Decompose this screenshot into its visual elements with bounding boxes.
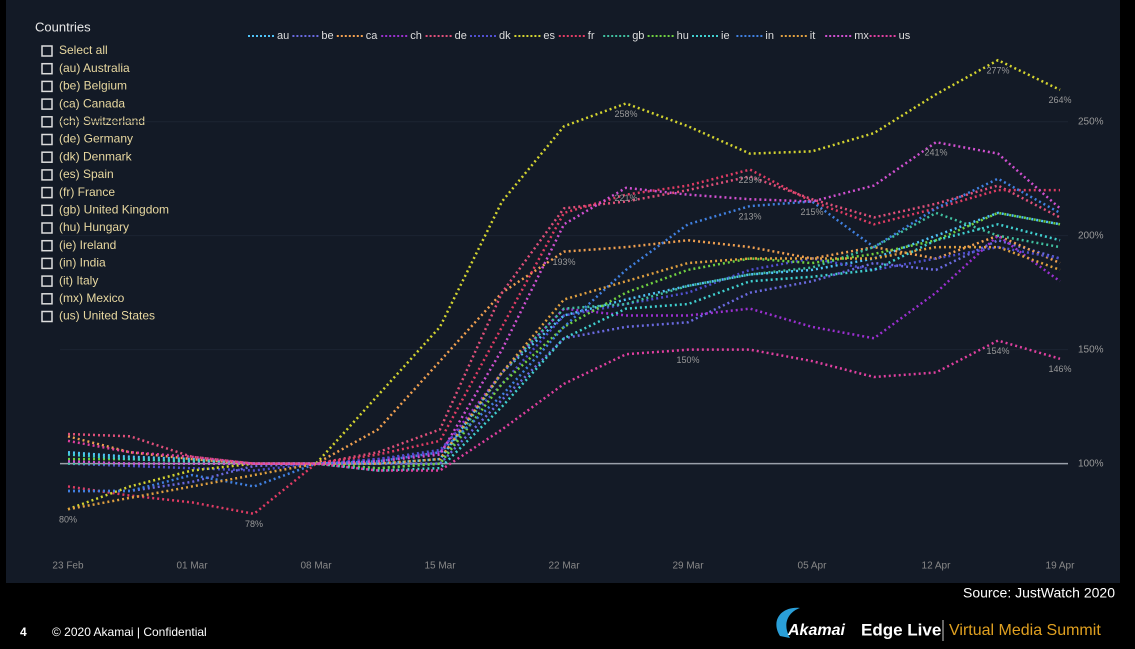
brand: Akamai (787, 622, 845, 639)
value-label: 213% (738, 211, 761, 221)
x-tick-label: 08 Mar (300, 561, 332, 572)
y-tick-label: 200% (1078, 230, 1104, 241)
logo-swoosh (776, 607, 800, 638)
series-line (68, 238, 1061, 493)
y-tick-label: 250% (1078, 116, 1104, 127)
checkbox[interactable] (41, 45, 53, 57)
checkbox[interactable] (41, 239, 53, 252)
legend-label: ch (410, 30, 422, 42)
legend-label: it (810, 30, 816, 42)
legend-label: de (455, 30, 467, 42)
series-line (67, 245, 1061, 511)
checkbox[interactable] (41, 222, 53, 234)
legend-label: au (277, 30, 289, 42)
country-option: (es) Spain (59, 167, 114, 181)
x-tick-label: 29 Mar (672, 561, 704, 572)
country-option: (us) United States (59, 309, 155, 323)
country-option: Select all (59, 43, 108, 57)
checkbox[interactable] (41, 169, 53, 181)
series-line (67, 175, 1061, 465)
value-label: 258% (614, 109, 637, 119)
legend-label: be (321, 30, 333, 42)
country-option: (be) Belgium (59, 79, 127, 93)
event: Edge Live (861, 620, 941, 639)
x-tick-label: 23 Feb (52, 561, 84, 572)
checkbox[interactable] (41, 204, 53, 217)
value-label: 146% (1048, 364, 1071, 374)
panel-title: Countries (35, 19, 91, 34)
checkbox[interactable] (41, 133, 53, 146)
series-line (68, 177, 1061, 493)
legend-label: in (765, 30, 774, 42)
source: Source: JustWatch 2020 (963, 585, 1115, 601)
y-tick-label: 100% (1078, 458, 1104, 469)
checkbox[interactable] (41, 151, 53, 163)
country-option: (de) Germany (59, 132, 133, 146)
country-option: (it) Italy (59, 273, 98, 287)
legend-label: hu (677, 30, 689, 42)
value-label: 221% (614, 193, 637, 203)
value-label: 80% (59, 515, 77, 525)
series-line (67, 58, 1061, 511)
y-tick-label: 150% (1078, 344, 1104, 355)
x-tick-label: 22 Mar (548, 561, 580, 572)
x-tick-label: 01 Mar (176, 561, 208, 572)
x-tick-label: 05 Apr (798, 561, 828, 572)
value-label: 150% (676, 355, 699, 365)
country-option: (fr) France (59, 185, 115, 199)
legend-label: mx (854, 30, 869, 42)
value-label: 277% (986, 66, 1009, 76)
legend-label: fr (588, 30, 595, 42)
series-line (67, 339, 1061, 472)
series-line (67, 245, 1061, 472)
country-option: (ie) Ireland (59, 238, 116, 252)
country-option: (dk) Denmark (59, 149, 133, 163)
checkbox[interactable] (41, 257, 53, 270)
value-label: 241% (924, 148, 947, 158)
series-line (67, 234, 1061, 465)
legend-label: ca (366, 30, 379, 42)
country-option: (gb) United Kingdom (59, 202, 169, 216)
value-label: 78% (245, 519, 263, 529)
country-option: (mx) Mexico (59, 291, 125, 305)
checkbox[interactable] (41, 293, 53, 305)
legend-label: ie (721, 30, 730, 42)
legend-label: gb (632, 30, 644, 42)
country-option: (in) India (59, 256, 106, 270)
legend-label: dk (499, 30, 511, 42)
country-option: (hu) Hungary (59, 220, 129, 234)
country-option: (au) Australia (59, 61, 130, 75)
x-tick-label: 15 Mar (424, 561, 456, 572)
event-subtitle: Virtual Media Summit (949, 622, 1101, 639)
legend-label: us (899, 30, 911, 42)
x-tick-label: 19 Apr (1046, 561, 1076, 572)
value-label: 229% (738, 175, 761, 185)
value-label: 215% (800, 207, 823, 217)
checkbox[interactable] (41, 80, 53, 93)
chart-panel (6, 0, 1120, 583)
value-label: 154% (986, 346, 1009, 356)
country-option: (ca) Canada (59, 96, 125, 110)
checkbox[interactable] (41, 98, 53, 110)
checkbox[interactable] (41, 310, 53, 323)
legend-label: es (543, 30, 555, 42)
x-tick-label: 12 Apr (922, 561, 952, 572)
series-line (67, 140, 1061, 465)
checkbox[interactable] (41, 62, 53, 75)
value-label: 193% (552, 257, 575, 267)
copyright: © 2020 Akamai | Confidential (52, 625, 207, 639)
value-label: 264% (1048, 95, 1071, 105)
series-line (67, 168, 1060, 516)
checkbox[interactable] (41, 275, 53, 287)
country-option: (ch) Switzerland (59, 114, 145, 128)
page-number: 4 (20, 625, 27, 639)
checkbox[interactable] (41, 116, 53, 128)
checkbox[interactable] (41, 186, 53, 199)
